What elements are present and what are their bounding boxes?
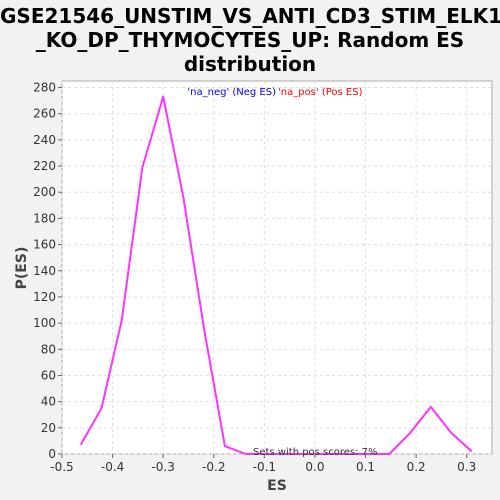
x-axis-label: ES [267,478,287,494]
axis-ticks: 0 20 40 60 80 100 120 140 160 180 200 220 240 260 280 -… [33,81,476,474]
legend: 'na_neg' (Neg ES) 'na_pos' (Pos ES) [187,87,362,98]
chart-title-line: _KO_DP_THYMOCYTES_UP: Random ES [35,28,465,52]
y-tick-label: 120 [33,290,56,304]
chart-title-line: GSE21546_UNSTIM_VS_ANTI_CD3_STIM_ELK1 [0,4,500,28]
pos-scores-annotation: Sets with pos scores: 7% [253,447,378,458]
grid-lines [61,81,492,455]
x-tick-label: 0.0 [305,460,324,474]
x-tick-label: -0.3 [151,460,174,474]
plot-area [61,80,493,455]
y-tick-label: 80 [41,342,56,356]
x-tick-label: -0.4 [101,460,124,474]
legend-entry-pos: 'na_pos' (Pos ES) [278,87,363,98]
series-line [79,95,473,455]
x-tick-label: 0.1 [356,460,375,474]
y-tick-label: 220 [33,159,56,173]
y-tick-label: 100 [33,316,56,330]
y-tick-label: 60 [41,368,56,382]
x-tick-label: -0.2 [202,460,225,474]
x-tick-label: -0.5 [50,460,73,474]
series-group [79,95,473,455]
y-tick-label: 0 [48,447,56,461]
legend-entry-neg: 'na_neg' (Neg ES) [187,87,276,98]
y-tick-label: 40 [41,395,56,409]
chart-title: GSE21546_UNSTIM_VS_ANTI_CD3_STIM_ELK1 _K… [0,4,500,76]
y-tick-label: 260 [33,107,56,121]
x-tick-label: 0.2 [407,460,426,474]
y-tick-label: 20 [41,421,56,435]
y-tick-label: 200 [33,185,56,199]
x-tick-label: -0.1 [253,460,276,474]
y-tick-label: 180 [33,211,56,225]
y-axis-label: P(ES) [14,247,30,290]
x-tick-label: 0.3 [457,460,476,474]
chart-title-line: distribution [183,52,317,76]
y-tick-label: 240 [33,133,56,147]
y-tick-label: 140 [33,264,56,278]
y-tick-label: 160 [33,238,56,252]
y-tick-label: 280 [33,81,56,95]
